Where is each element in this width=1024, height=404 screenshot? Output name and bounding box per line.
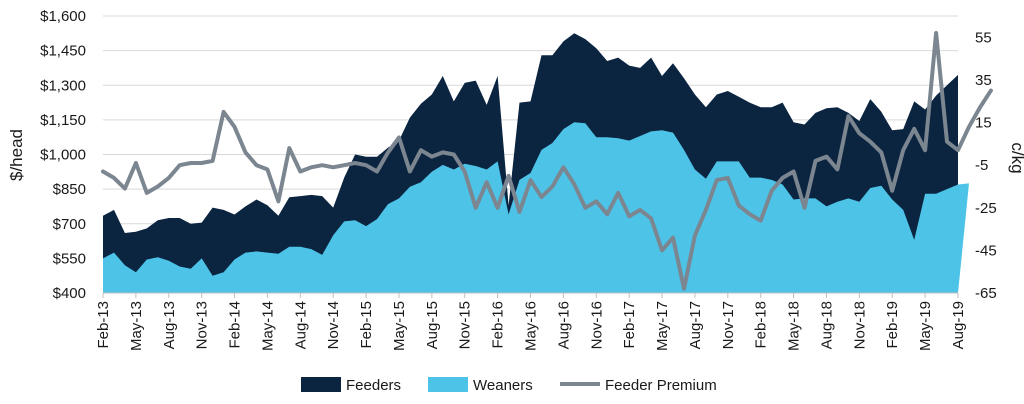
lines <box>101 31 993 291</box>
x-tick-label: Nov-18 <box>851 301 868 349</box>
axes: $1,600 $1,450 $1,300 $1,150 $1,000 $850 $700 $5… <box>40 8 997 351</box>
x-tick-label: Nov-13 <box>194 301 211 349</box>
y-left-tick-label: $550 <box>53 250 86 267</box>
y-right-tick-label: -45 <box>975 242 997 259</box>
x-tick-label: May-19 <box>917 301 934 351</box>
legend-label: Weaners <box>473 377 533 394</box>
y-left-tick-label: $400 <box>53 285 86 302</box>
x-tick-label: Feb-18 <box>753 301 770 349</box>
y-left-tick-label: $1,000 <box>40 147 86 164</box>
y-right-tick-label: 55 <box>975 29 992 46</box>
x-tick-label: Aug-19 <box>950 301 967 349</box>
areas <box>103 33 969 294</box>
y-left-tick-label: $850 <box>53 181 86 198</box>
x-tick-label: Aug-13 <box>161 301 178 349</box>
y-left-tick-label: $1,600 <box>40 8 86 25</box>
x-tick-label: Nov-14 <box>325 301 342 349</box>
y-right-tick-label: -5 <box>975 157 988 174</box>
series-area-weaners <box>103 122 969 293</box>
x-tick-label: Feb-19 <box>884 301 901 349</box>
legend-swatch-weaners <box>428 377 468 392</box>
x-tick-label: Aug-16 <box>555 301 572 349</box>
legend-label: Feeder Premium <box>605 377 717 394</box>
x-tick-label: Feb-15 <box>358 301 375 349</box>
x-tick-label: Feb-14 <box>227 301 244 349</box>
y-right-tick-label: -65 <box>975 285 997 302</box>
x-tick-label: Nov-16 <box>588 301 605 349</box>
x-tick-label: May-13 <box>128 301 145 351</box>
y-left-tick-label: $1,150 <box>40 112 86 129</box>
x-tick-label: Nov-15 <box>457 301 474 349</box>
y-left-tick-label: $1,300 <box>40 77 86 94</box>
y-right-tick-label: 35 <box>975 72 992 89</box>
legend-label: Feeders <box>346 377 401 394</box>
y-axis-left-title: $/head <box>7 129 26 181</box>
x-tick-label: Aug-14 <box>292 301 309 349</box>
y-axis-right-title: c/kg <box>1008 142 1024 173</box>
x-tick-label: Nov-17 <box>720 301 737 349</box>
x-tick-label: Feb-17 <box>621 301 638 349</box>
x-tick-label: Aug-18 <box>819 301 836 349</box>
x-tick-label: Aug-15 <box>424 301 441 349</box>
x-tick-label: Feb-16 <box>490 301 507 349</box>
x-tick-label: May-14 <box>259 301 276 351</box>
series-line-feeder-premium <box>101 31 993 291</box>
x-tick-label: May-17 <box>654 301 671 351</box>
x-tick-label: May-16 <box>523 301 540 351</box>
x-tick-label: May-15 <box>391 301 408 351</box>
y-right-tick-label: 15 <box>975 115 992 132</box>
legend: Feeders Weaners Feeder Premium <box>301 377 717 394</box>
x-tick-label: May-18 <box>786 301 803 351</box>
y-left-tick-label: $1,450 <box>40 43 86 60</box>
y-right-tick-label: -25 <box>975 200 997 217</box>
y-left-tick-label: $700 <box>53 216 86 233</box>
x-tick-label: Feb-13 <box>95 301 112 349</box>
legend-swatch-feeders <box>301 377 341 392</box>
x-tick-label: Aug-17 <box>687 301 704 349</box>
